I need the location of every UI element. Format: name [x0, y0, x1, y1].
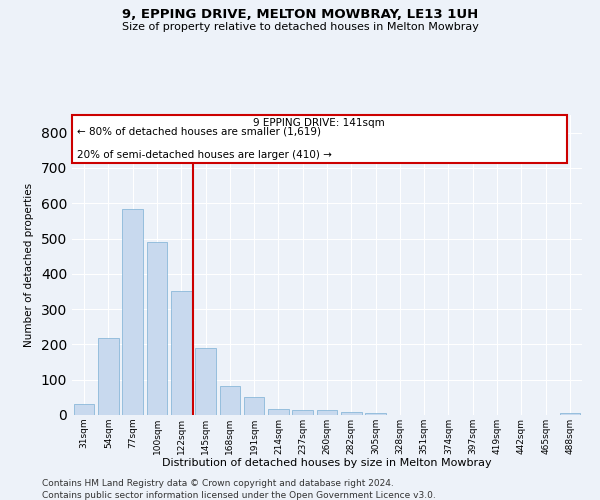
Bar — [220, 386, 240, 415]
Bar — [560, 413, 580, 415]
Bar — [365, 413, 386, 415]
Text: 9 EPPING DRIVE: 141sqm: 9 EPPING DRIVE: 141sqm — [253, 118, 385, 128]
Bar — [171, 292, 191, 415]
Bar — [292, 410, 313, 415]
Bar — [317, 410, 337, 415]
Bar — [195, 348, 216, 415]
Bar — [122, 208, 143, 415]
Text: 9, EPPING DRIVE, MELTON MOWBRAY, LE13 1UH: 9, EPPING DRIVE, MELTON MOWBRAY, LE13 1U… — [122, 8, 478, 20]
Bar — [146, 242, 167, 415]
Bar — [98, 338, 119, 415]
Bar — [341, 412, 362, 415]
Bar — [74, 404, 94, 415]
Bar — [244, 396, 265, 415]
Text: Size of property relative to detached houses in Melton Mowbray: Size of property relative to detached ho… — [122, 22, 478, 32]
Text: Contains public sector information licensed under the Open Government Licence v3: Contains public sector information licen… — [42, 491, 436, 500]
Bar — [268, 409, 289, 415]
Text: 20% of semi-detached houses are larger (410) →: 20% of semi-detached houses are larger (… — [77, 150, 332, 160]
Y-axis label: Number of detached properties: Number of detached properties — [24, 183, 34, 347]
Text: Contains HM Land Registry data © Crown copyright and database right 2024.: Contains HM Land Registry data © Crown c… — [42, 479, 394, 488]
FancyBboxPatch shape — [72, 115, 567, 163]
Text: Distribution of detached houses by size in Melton Mowbray: Distribution of detached houses by size … — [162, 458, 492, 468]
Text: ← 80% of detached houses are smaller (1,619): ← 80% of detached houses are smaller (1,… — [77, 126, 321, 136]
